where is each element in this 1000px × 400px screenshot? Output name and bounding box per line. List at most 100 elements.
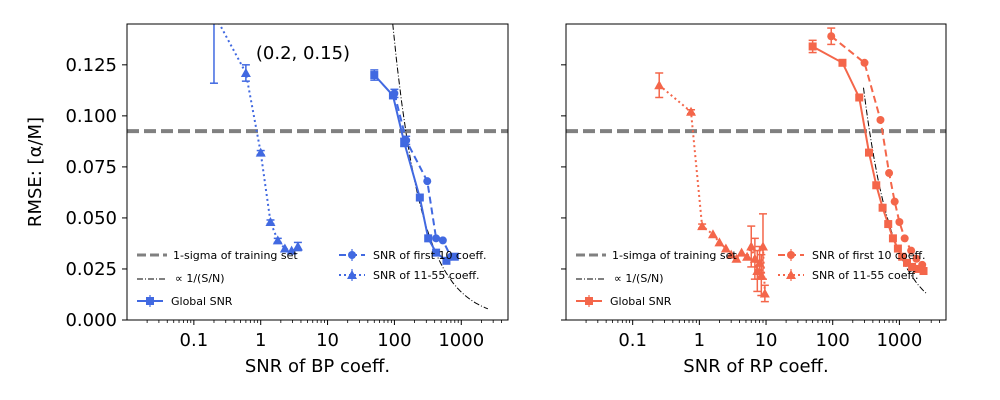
scaling-curve: [863, 87, 928, 295]
series-square: [370, 69, 459, 265]
data-point: [265, 217, 276, 227]
legend-marker: [787, 251, 795, 259]
legend-label-scaling: ∝ 1/(S/N): [614, 272, 664, 285]
data-point: [446, 252, 455, 261]
x-tick-label: 1000: [438, 330, 484, 351]
data-point: [424, 234, 433, 243]
data-point: [736, 247, 747, 257]
x-tick-label: 10: [755, 330, 778, 351]
data-point: [432, 248, 441, 257]
legend-marker: [348, 251, 356, 259]
data-point: [860, 58, 869, 67]
legend-label-reference: 1-sigma of training set: [173, 249, 298, 262]
series-line: [830, 35, 923, 266]
rp-panel: 0.1 1 10 100 1000 SNR of RP coeff. 1-simga of …: [561, 23, 947, 377]
x-tick-label: 0.1: [180, 330, 209, 351]
data-point: [292, 241, 303, 251]
series-line: [658, 84, 766, 294]
legend-label-series: SNR of first 10 coeff.: [812, 249, 926, 262]
data-point: [893, 244, 902, 253]
data-point: [913, 264, 922, 273]
data-point: [654, 80, 665, 90]
series-line: [373, 74, 456, 262]
data-point: [885, 169, 894, 178]
legend-label-series: SNR of 11-55 coeff.: [812, 269, 919, 282]
data-point: [757, 241, 768, 251]
data-point: [838, 58, 847, 67]
x-tick-label: 100: [816, 330, 850, 351]
data-point: [720, 243, 731, 253]
legend-label-reference: 1-simga of training set: [612, 249, 737, 262]
data-point: [908, 262, 917, 271]
data-point: [286, 245, 297, 255]
series-square: [808, 39, 928, 276]
data-point: [912, 254, 921, 263]
data-point: [759, 288, 770, 298]
data-point: [209, 9, 219, 18]
plot-area: [566, 27, 946, 303]
x-tick-label: 0.1: [618, 330, 647, 351]
series-triangle: [654, 72, 770, 303]
x-axis-label: SNR of RP coeff.: [683, 356, 828, 377]
y-tick-label: 0.050: [65, 208, 117, 229]
data-point: [900, 234, 909, 243]
data-point: [918, 260, 927, 269]
annotation-label: (0.2, 0.15): [256, 43, 350, 64]
data-point: [272, 235, 283, 245]
data-point: [731, 253, 742, 263]
plot-area: [127, 9, 508, 310]
x-tick-label: 10: [316, 330, 339, 351]
data-point: [390, 89, 399, 98]
y-axis-label: RMSE: [α/M]: [25, 117, 46, 227]
legend-label-series: SNR of 11-55 coeff.: [373, 269, 480, 282]
data-point: [370, 71, 379, 80]
data-point: [756, 270, 767, 280]
data-point: [864, 148, 873, 157]
data-point: [898, 252, 907, 261]
data-point: [697, 221, 708, 231]
data-point: [746, 241, 757, 251]
scaling-curve: [392, 24, 489, 310]
legend-label-series: SNR of first 10 coeff.: [373, 249, 487, 262]
data-point: [438, 236, 447, 245]
series-triangle: [209, 9, 303, 255]
data-point: [240, 67, 251, 77]
data-point: [827, 32, 836, 41]
data-point: [884, 220, 893, 229]
x-tick-label: 100: [377, 330, 411, 351]
legend-marker: [146, 297, 154, 305]
legend: 1-simga of training set ∝ 1/(S/N) Global S…: [576, 249, 926, 308]
data-point: [919, 267, 928, 276]
y-tick-label: 0.000: [65, 310, 117, 331]
data-point: [423, 177, 432, 186]
x-axis-label: SNR of BP coeff.: [245, 356, 390, 377]
legend-label-scaling: ∝ 1/(S/N): [175, 272, 225, 285]
y-tick-label: 0.075: [65, 157, 117, 178]
y-tick-label: 0.100: [65, 106, 117, 127]
data-point: [872, 181, 881, 190]
data-point: [907, 246, 916, 255]
x-tick-label: 1000: [876, 330, 922, 351]
legend-label-series: Global SNR: [610, 295, 672, 308]
data-point: [895, 218, 904, 227]
series-line: [393, 93, 452, 258]
data-point: [855, 93, 864, 102]
data-point: [415, 193, 424, 202]
data-point: [902, 258, 911, 267]
series-line: [218, 24, 299, 252]
data-point: [890, 197, 899, 206]
legend: 1-sigma of training set ∝ 1/(S/N) Global S…: [137, 249, 487, 308]
legend-marker: [786, 270, 796, 279]
data-point: [742, 251, 753, 261]
legend-label-series: Global SNR: [171, 295, 233, 308]
series-circle: [827, 27, 927, 269]
data-point: [432, 234, 441, 243]
data-point: [279, 243, 290, 253]
y-tick-label: 0.125: [65, 55, 117, 76]
data-point: [714, 237, 725, 247]
data-point: [686, 106, 697, 116]
x-tick-label: 1: [694, 330, 705, 351]
legend-marker: [585, 297, 593, 305]
legend-marker: [347, 270, 357, 279]
